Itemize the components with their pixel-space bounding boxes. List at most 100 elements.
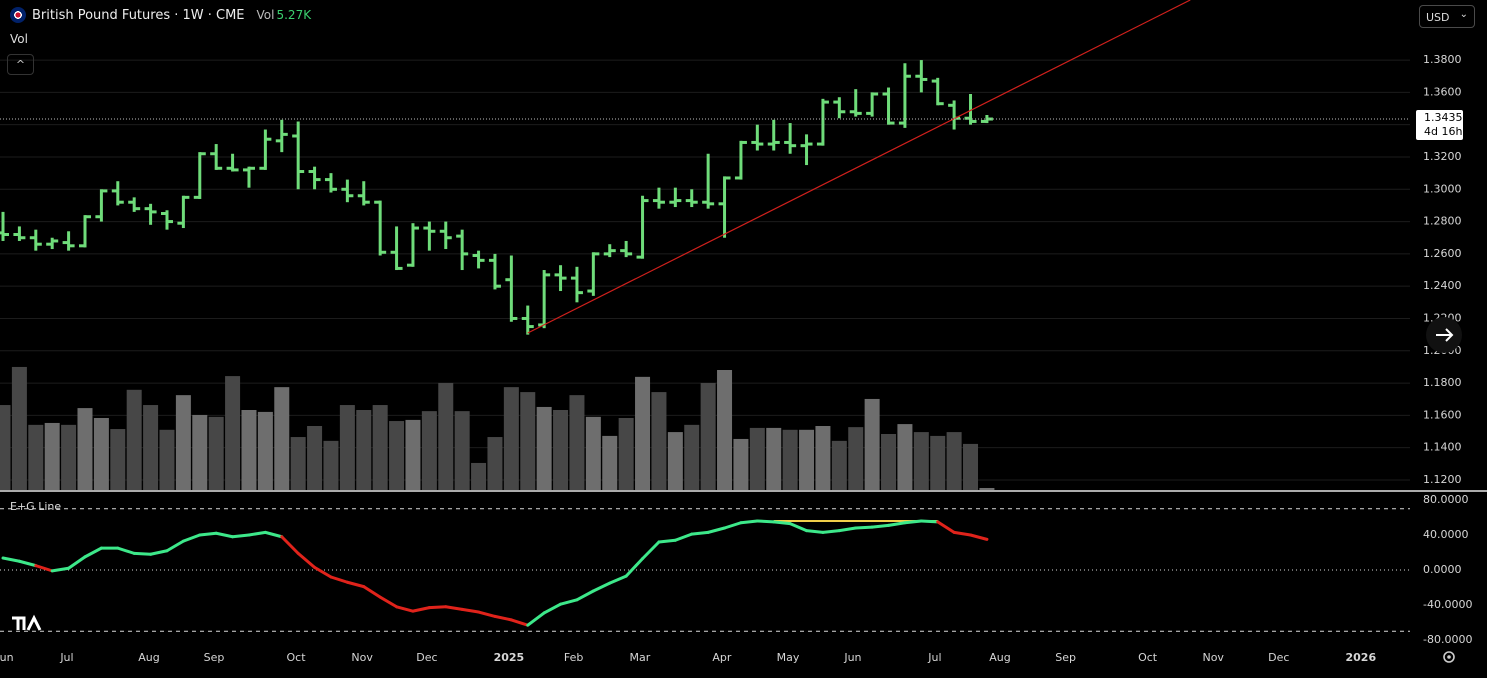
volume-bar (175, 395, 191, 490)
x-tick-label: Dec (1268, 651, 1289, 664)
ohlc-bar (505, 255, 518, 322)
ohlc-bar (521, 305, 534, 335)
x-tick-label: Dec (416, 651, 437, 664)
indicator-segment (788, 522, 809, 533)
y-tick-label: 1.1200 (1423, 473, 1462, 486)
volume-bar (815, 426, 831, 490)
ohlc-bar (964, 93, 977, 125)
ohlc-bar (210, 144, 223, 170)
last-price-box (1416, 110, 1463, 141)
volume-bar (372, 405, 388, 490)
indicator-segment (608, 574, 628, 585)
countdown-label: 4d 16h (1424, 125, 1462, 138)
ohlc-bar (95, 189, 108, 222)
volume-bar (618, 418, 634, 490)
indicator-segment (624, 557, 645, 578)
ohlc-bar (718, 176, 731, 238)
x-tick-label: Aug (989, 651, 1010, 664)
volume-bar (930, 435, 946, 490)
volume-bar (799, 429, 815, 490)
volume-bar (733, 438, 749, 490)
volume-bar (274, 387, 290, 490)
indicator-segment (903, 519, 923, 525)
x-tick-label: Oct (287, 651, 307, 664)
indicator-segment (67, 555, 87, 570)
volume-bar (339, 405, 355, 490)
ohlc-bar (980, 114, 993, 124)
indicator-segment (575, 589, 595, 602)
volume-bar (749, 427, 765, 490)
indicator-segment (17, 559, 38, 568)
indicator-segment (149, 549, 169, 556)
volume-bar (536, 406, 552, 490)
volume-bar (438, 382, 454, 490)
x-tick-label: 2025 (494, 651, 525, 664)
volume-bar (946, 432, 962, 490)
indicator-segment (493, 614, 513, 622)
ohlc-bar (554, 265, 567, 292)
indicator-segment (723, 521, 743, 530)
ohlc-bar (603, 244, 616, 258)
x-tick-label: Oct (1138, 651, 1158, 664)
ohlc-bar (915, 60, 928, 93)
x-tick-label: Mar (630, 651, 651, 664)
collapse-button[interactable]: ^ (7, 54, 34, 75)
settings-icon[interactable] (1443, 651, 1455, 663)
volume-bar (208, 416, 224, 490)
volume-bar (487, 437, 503, 490)
y-tick-label: 1.3800 (1423, 53, 1462, 66)
ohlc-bar (357, 181, 370, 206)
x-tick-label: Jul (59, 651, 73, 664)
trend-line (527, 0, 1191, 334)
volume-bar (290, 437, 306, 490)
indicator-segment (641, 540, 661, 561)
y-tick-label: 1.3200 (1423, 150, 1462, 163)
volume-bar (241, 410, 257, 490)
y-tick-label: 1.1600 (1423, 408, 1462, 421)
ohlc-bar (538, 270, 551, 329)
indicator-segment (214, 531, 235, 539)
ohlc-bar (439, 221, 452, 250)
volume-bar (766, 427, 782, 490)
y-tick-label: 1.1800 (1423, 376, 1462, 389)
volume-bar (307, 426, 323, 490)
indicator-segment (116, 546, 136, 555)
ohlc-bar (734, 140, 747, 180)
volume-bar (0, 405, 11, 490)
indicator-segment (427, 605, 448, 610)
indicator-segment (247, 530, 267, 537)
volume-bar (651, 392, 667, 490)
indicator-segment (329, 575, 349, 584)
x-tick-label: Nov (351, 651, 373, 664)
y-tick-label: 1.2600 (1423, 247, 1462, 260)
indicator-segment (559, 598, 579, 606)
ohlc-bar (111, 181, 124, 206)
volume-bar (717, 370, 733, 490)
ohlc-bar (226, 153, 239, 172)
volume-bar (44, 422, 60, 490)
indicator-segment (34, 564, 54, 573)
ohlc-bar (144, 203, 157, 225)
volume-bar (831, 440, 847, 490)
ohlc-bar (472, 250, 485, 269)
y-tick-label: 1.1400 (1423, 441, 1462, 454)
y2-tick-label: 80.0000 (1423, 493, 1469, 506)
indicator-segment (165, 539, 185, 553)
indicator-segment (296, 551, 317, 569)
indicator-segment (362, 585, 382, 599)
indicator-segment (952, 530, 973, 537)
volume-pane (0, 366, 995, 490)
volume-bar (963, 443, 979, 490)
indicator-segment (460, 607, 481, 614)
volume-bar (77, 408, 93, 490)
volume-bar (454, 411, 470, 490)
last-price-label: 1.3435 (1424, 111, 1463, 124)
x-tick-label: Sep (204, 651, 225, 664)
indicator-segment (83, 546, 103, 559)
logo (12, 614, 42, 631)
indicator-segment (805, 529, 825, 534)
indicator-segment (772, 520, 792, 526)
ohlc-bar (193, 152, 206, 199)
ohlc-bar (259, 129, 272, 170)
currency-select[interactable]: USD (1419, 3, 1475, 28)
